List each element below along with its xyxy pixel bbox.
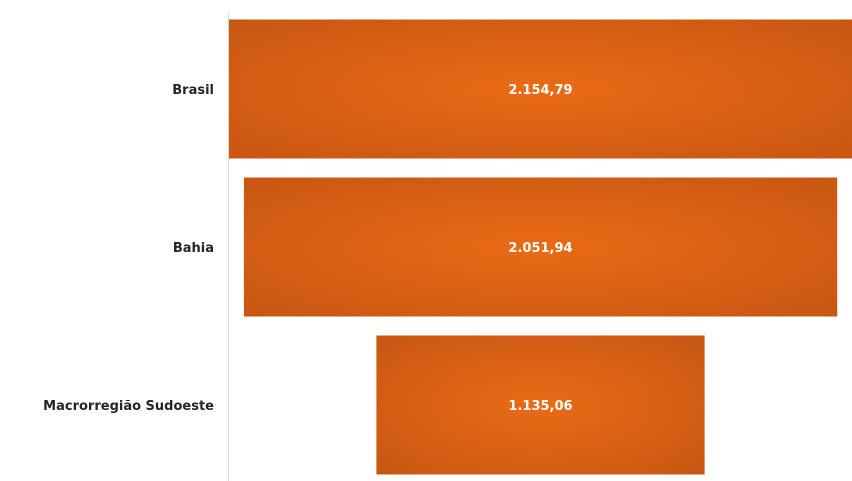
- data-label-0: 2.154,79: [508, 83, 572, 98]
- data-label-2: 1.135,06: [508, 399, 572, 414]
- funnel-bar-2: [376, 335, 705, 475]
- category-label-0: Brasil: [172, 83, 214, 98]
- funnel-bar-1: [243, 177, 838, 317]
- funnel-bar-0: [229, 19, 852, 159]
- bars-layer: 2.154,79 2.051,94 1.135,06: [229, 19, 852, 475]
- category-labels-layer: Brasil Bahia Macrorregião Sudoeste: [43, 83, 214, 414]
- category-label-2: Macrorregião Sudoeste: [43, 399, 214, 414]
- data-label-1: 2.051,94: [508, 241, 572, 256]
- category-label-1: Bahia: [173, 241, 214, 256]
